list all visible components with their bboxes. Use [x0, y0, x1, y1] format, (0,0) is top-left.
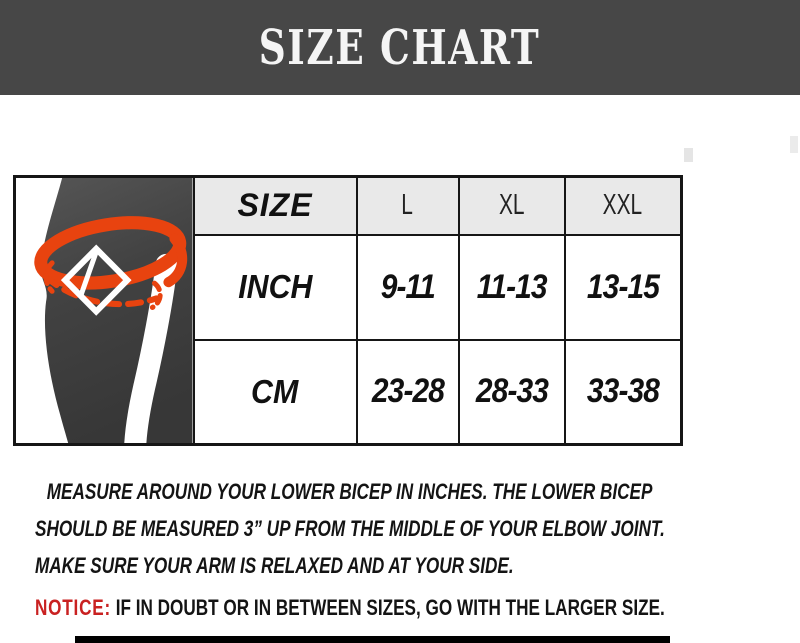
diamond-logo-icon: [60, 244, 132, 316]
bicep-illustration-cell: [13, 175, 195, 446]
diamond-logo-inner-line: [77, 250, 99, 299]
measure-dashed-arc: [43, 274, 160, 308]
cell-cm-xxl: 33-38: [563, 338, 683, 446]
notice-label: NOTICE:: [35, 595, 112, 620]
instruction-line-3: MAKE SURE YOUR ARM IS RELAXED AND AT YOU…: [35, 553, 514, 578]
row-label-cm: CM: [192, 338, 358, 446]
column-header-xxl: XXL: [563, 175, 683, 236]
instruction-line-2: SHOULD BE MEASURED 3” UP FROM THE MIDDLE…: [35, 516, 665, 541]
table-row-inch: INCH 9-11 11-13 13-15: [15, 233, 683, 341]
table-row-cm: CM 23-28 28-33 33-38: [15, 338, 683, 446]
cell-cm-l: 23-28: [355, 338, 460, 446]
measure-dashed-right-mark: [149, 280, 163, 310]
table-corner-cell: SIZE: [192, 175, 358, 236]
cell-cm-xl: 28-33: [457, 338, 566, 446]
size-table: SIZE L XL XXL INCH 9-11 11-13 13-15: [13, 175, 683, 446]
bicep-measurement-illustration: [16, 178, 192, 443]
row-label-inch: INCH: [192, 233, 358, 341]
size-table-container: SIZE L XL XXL INCH 9-11 11-13 13-15: [13, 175, 683, 446]
page-title: SIZE CHART: [259, 19, 541, 76]
bottom-divider-bar: [75, 636, 670, 643]
column-header-l: L: [355, 175, 460, 236]
size-header-label: SIZE: [237, 187, 313, 224]
scan-artifact: [790, 136, 798, 153]
measuring-instructions: MEASURE AROUND YOUR LOWER BICEP IN INCHE…: [35, 473, 795, 626]
notice-text: IF IN DOUBT OR IN BETWEEN SIZES, GO WITH…: [115, 595, 665, 620]
notice-line: NOTICE: IF IN DOUBT OR IN BETWEEN SIZES, …: [35, 589, 665, 626]
measuring-band-end-hook: [163, 233, 188, 288]
column-header-xl: XL: [457, 175, 566, 236]
scan-artifact: [684, 148, 693, 162]
cell-inch-xl: 11-13: [457, 233, 566, 341]
size-chart-banner: SIZE CHART: [0, 0, 800, 95]
measure-dashed-left-mark: [43, 260, 55, 294]
cell-inch-l: 9-11: [355, 233, 460, 341]
instruction-line-1: MEASURE AROUND YOUR LOWER BICEP IN INCHE…: [46, 479, 653, 504]
cell-inch-xxl: 13-15: [563, 233, 683, 341]
